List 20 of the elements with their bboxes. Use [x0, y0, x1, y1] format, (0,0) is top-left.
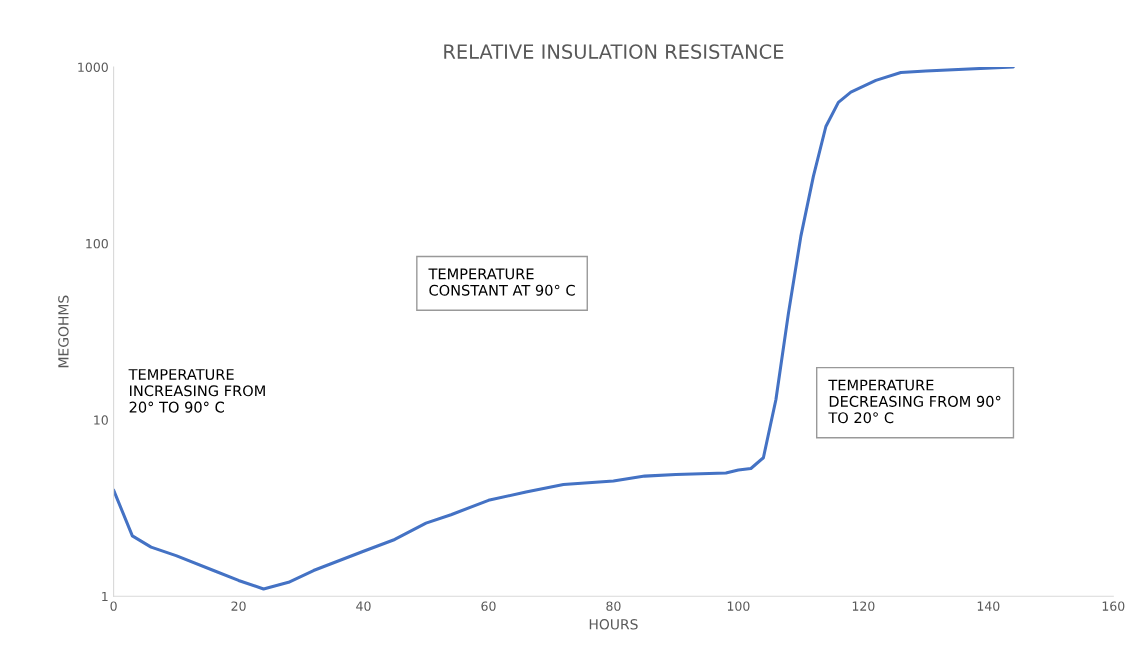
x-tick-label: 20: [231, 601, 246, 611]
x-tick-label: 40: [356, 601, 371, 611]
x-tick-label: 120: [852, 601, 875, 611]
x-tick-label: 80: [606, 601, 621, 611]
y-tick-label: 100: [86, 238, 108, 249]
chart-title: RELATIVE INSULATION RESISTANCE: [444, 44, 784, 59]
y-tick-label: 10: [94, 415, 108, 425]
x-tick-label: 100: [727, 601, 750, 611]
x-tick-label: 160: [1102, 601, 1125, 611]
y-axis-title: MEGOHMS: [58, 295, 69, 368]
line-series: [113, 67, 1015, 591]
annotation: TEMPERATURE CONSTANT AT 90° C: [428, 268, 575, 296]
x-tick-label: 140: [977, 601, 1000, 611]
y-tick-label: 1000: [78, 62, 108, 72]
y-tick-label: 1: [102, 591, 108, 602]
annotation: TEMPERATURE DECREASING FROM 90° TO 20° C: [828, 379, 1001, 424]
x-axis-title: HOURS: [589, 619, 638, 630]
x-tick-label: 60: [481, 601, 496, 611]
x-tick-label: 0: [110, 601, 117, 611]
annotation: TEMPERATURE INCREASING FROM 20° TO 90° C: [128, 369, 265, 413]
